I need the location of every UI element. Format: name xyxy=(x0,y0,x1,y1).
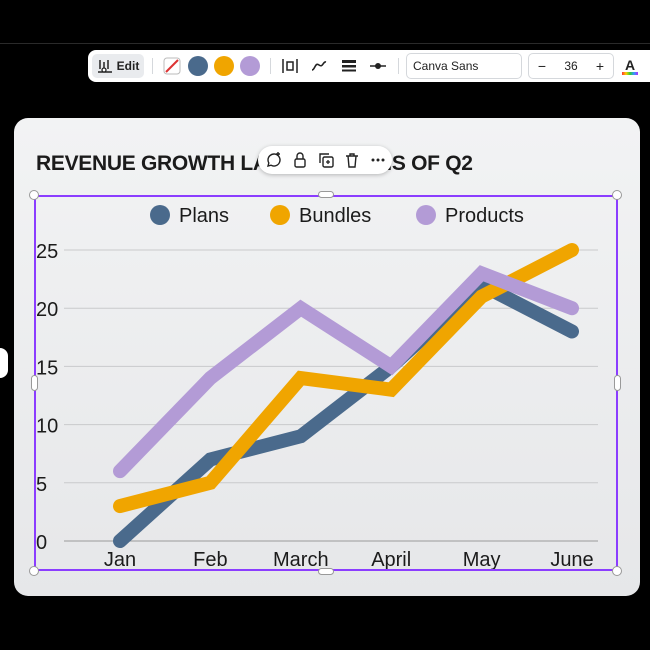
more-icon xyxy=(371,158,385,162)
y-tick-label: 10 xyxy=(36,416,58,438)
y-tick-label: 15 xyxy=(36,357,58,379)
resize-handle-bottom[interactable] xyxy=(318,568,334,575)
resize-handle-bottom-left[interactable] xyxy=(29,566,39,576)
font-family-select[interactable]: Canva Sans xyxy=(406,53,522,79)
chart-settings-icon xyxy=(97,60,112,73)
y-axis: 0 5 10 15 20 25 xyxy=(36,241,58,554)
legend-marker xyxy=(416,205,436,225)
trash-icon xyxy=(346,153,358,168)
resize-handle-top-right[interactable] xyxy=(612,190,622,200)
duplicate-button[interactable] xyxy=(314,146,338,174)
x-tick-label: Jan xyxy=(104,549,136,571)
resize-handle-top-left[interactable] xyxy=(29,190,39,200)
element-toolbar: Edit Canva Sans xyxy=(88,50,650,82)
delete-button[interactable] xyxy=(340,146,364,174)
x-tick-label: June xyxy=(550,549,593,571)
no-fill-icon xyxy=(163,57,181,75)
legend-label: Plans xyxy=(179,205,229,227)
context-menu xyxy=(258,146,392,174)
legend-label: Products xyxy=(445,205,524,227)
comment-button[interactable] xyxy=(262,146,286,174)
text-color-button[interactable]: A xyxy=(618,50,642,82)
chart-legend: Plans Bundles Products xyxy=(150,205,524,227)
selection-box xyxy=(34,195,618,571)
resize-handle-bottom-right[interactable] xyxy=(612,566,622,576)
spacing-button[interactable] xyxy=(278,50,302,82)
legend-item-products: Products xyxy=(416,205,524,227)
decrease-font-button[interactable]: − xyxy=(537,58,547,74)
plans-color-swatch[interactable] xyxy=(188,56,208,76)
duplicate-icon xyxy=(319,153,334,168)
resize-handle-left[interactable] xyxy=(31,375,38,391)
lock-button[interactable] xyxy=(288,146,312,174)
lock-icon xyxy=(294,152,306,168)
chart-grid xyxy=(64,249,598,542)
text-color-icon: A xyxy=(624,56,636,73)
products-color-swatch[interactable] xyxy=(240,56,260,76)
edit-chart-button[interactable]: Edit xyxy=(92,54,144,78)
y-tick-label: 25 xyxy=(36,241,58,263)
x-tick-label: Feb xyxy=(193,549,227,571)
curve-icon xyxy=(311,61,327,71)
legend-marker xyxy=(270,205,290,225)
spacing-icon xyxy=(282,59,298,73)
legend-item-plans: Plans xyxy=(150,205,229,227)
marker-icon xyxy=(370,63,386,69)
legend-item-bundles: Bundles xyxy=(270,205,371,227)
font-size-value[interactable]: 36 xyxy=(564,59,578,73)
chart-series xyxy=(113,243,579,548)
increase-font-button[interactable]: + xyxy=(595,58,605,74)
y-tick-label: 20 xyxy=(36,299,58,321)
bundles-color-swatch[interactable] xyxy=(214,56,234,76)
line-style-button[interactable] xyxy=(307,50,331,82)
edit-label: Edit xyxy=(116,59,140,73)
color-rainbow-bar xyxy=(622,71,638,75)
toolbar-divider xyxy=(270,58,271,74)
series-line-bundles xyxy=(113,243,579,514)
y-tick-label: 0 xyxy=(36,532,47,554)
background-color-button[interactable] xyxy=(160,50,184,82)
x-tick-label: April xyxy=(371,549,411,571)
series-line-products xyxy=(113,265,579,479)
toolbar-divider xyxy=(398,58,399,74)
toolbar-divider xyxy=(152,58,153,74)
legend-marker xyxy=(150,205,170,225)
resize-handle-right[interactable] xyxy=(614,375,621,391)
line-weight-button[interactable] xyxy=(337,50,361,82)
point-style-button[interactable] xyxy=(366,50,390,82)
x-tick-label: May xyxy=(463,549,501,571)
x-axis: Jan Feb March April May June xyxy=(104,549,594,571)
line-weight-icon xyxy=(342,60,356,72)
x-tick-label: March xyxy=(273,549,329,571)
legend-label: Bundles xyxy=(299,205,371,227)
resize-handle-top[interactable] xyxy=(318,191,334,198)
top-divider xyxy=(0,43,650,44)
font-name: Canva Sans xyxy=(413,59,479,73)
side-panel-tab[interactable] xyxy=(0,348,8,378)
comment-add-icon xyxy=(267,152,281,167)
font-size-stepper: − 36 + xyxy=(528,53,614,79)
more-options-button[interactable] xyxy=(366,146,390,174)
y-tick-label: 5 xyxy=(36,474,47,496)
